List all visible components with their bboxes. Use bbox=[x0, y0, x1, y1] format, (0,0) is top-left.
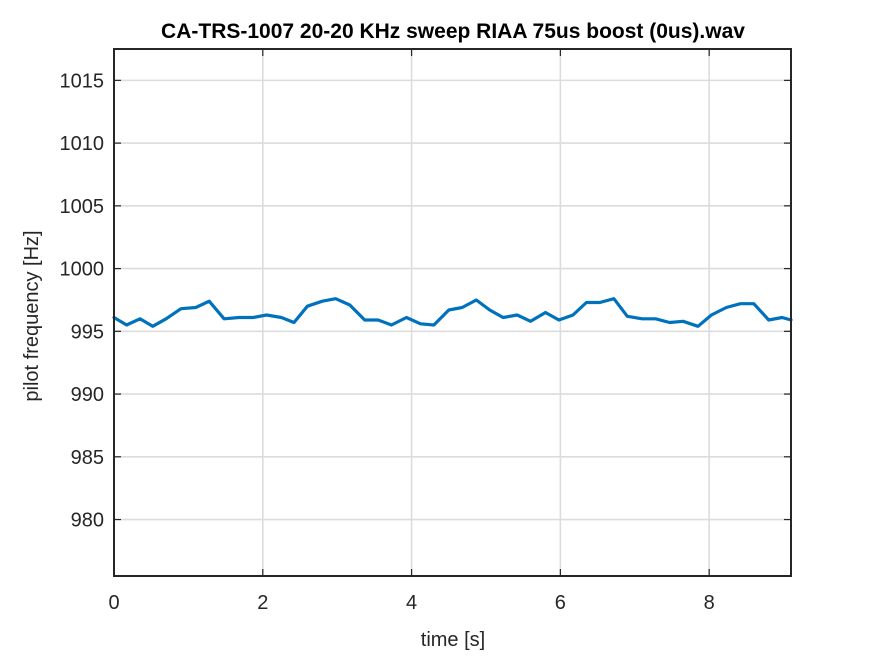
x-tick-label: 2 bbox=[257, 592, 268, 614]
x-tick-labels: 0 2 4 6 8 bbox=[108, 592, 714, 614]
plot-area bbox=[114, 49, 791, 576]
y-tick-label: 995 bbox=[71, 321, 104, 343]
y-tick-label: 1000 bbox=[60, 259, 105, 281]
series-line bbox=[112, 297, 793, 328]
x-tick-label: 6 bbox=[555, 592, 566, 614]
axes-box bbox=[113, 48, 792, 577]
y-axis-label: pilot frequency [Hz] bbox=[21, 230, 43, 401]
axes bbox=[113, 48, 792, 577]
y-tick-label: 990 bbox=[71, 384, 104, 406]
x-tick-label: 4 bbox=[406, 592, 417, 614]
y-tick-label: 980 bbox=[71, 510, 104, 532]
y-tick-label: 1010 bbox=[60, 133, 105, 155]
x-axis-label: time [s] bbox=[421, 629, 485, 651]
y-tick-label: 1015 bbox=[60, 70, 105, 92]
y-tick-label: 985 bbox=[71, 447, 104, 469]
grid bbox=[113, 49, 791, 576]
y-tick-labels: 980 985 990 995 1000 1005 1010 1015 bbox=[60, 70, 105, 531]
x-tick-label: 8 bbox=[704, 592, 715, 614]
chart-title: CA-TRS-1007 20-20 KHz sweep RIAA 75us bo… bbox=[161, 20, 745, 43]
y-tick-label: 1005 bbox=[60, 196, 105, 218]
series-layer bbox=[112, 297, 793, 328]
x-tick-label: 0 bbox=[108, 592, 119, 614]
